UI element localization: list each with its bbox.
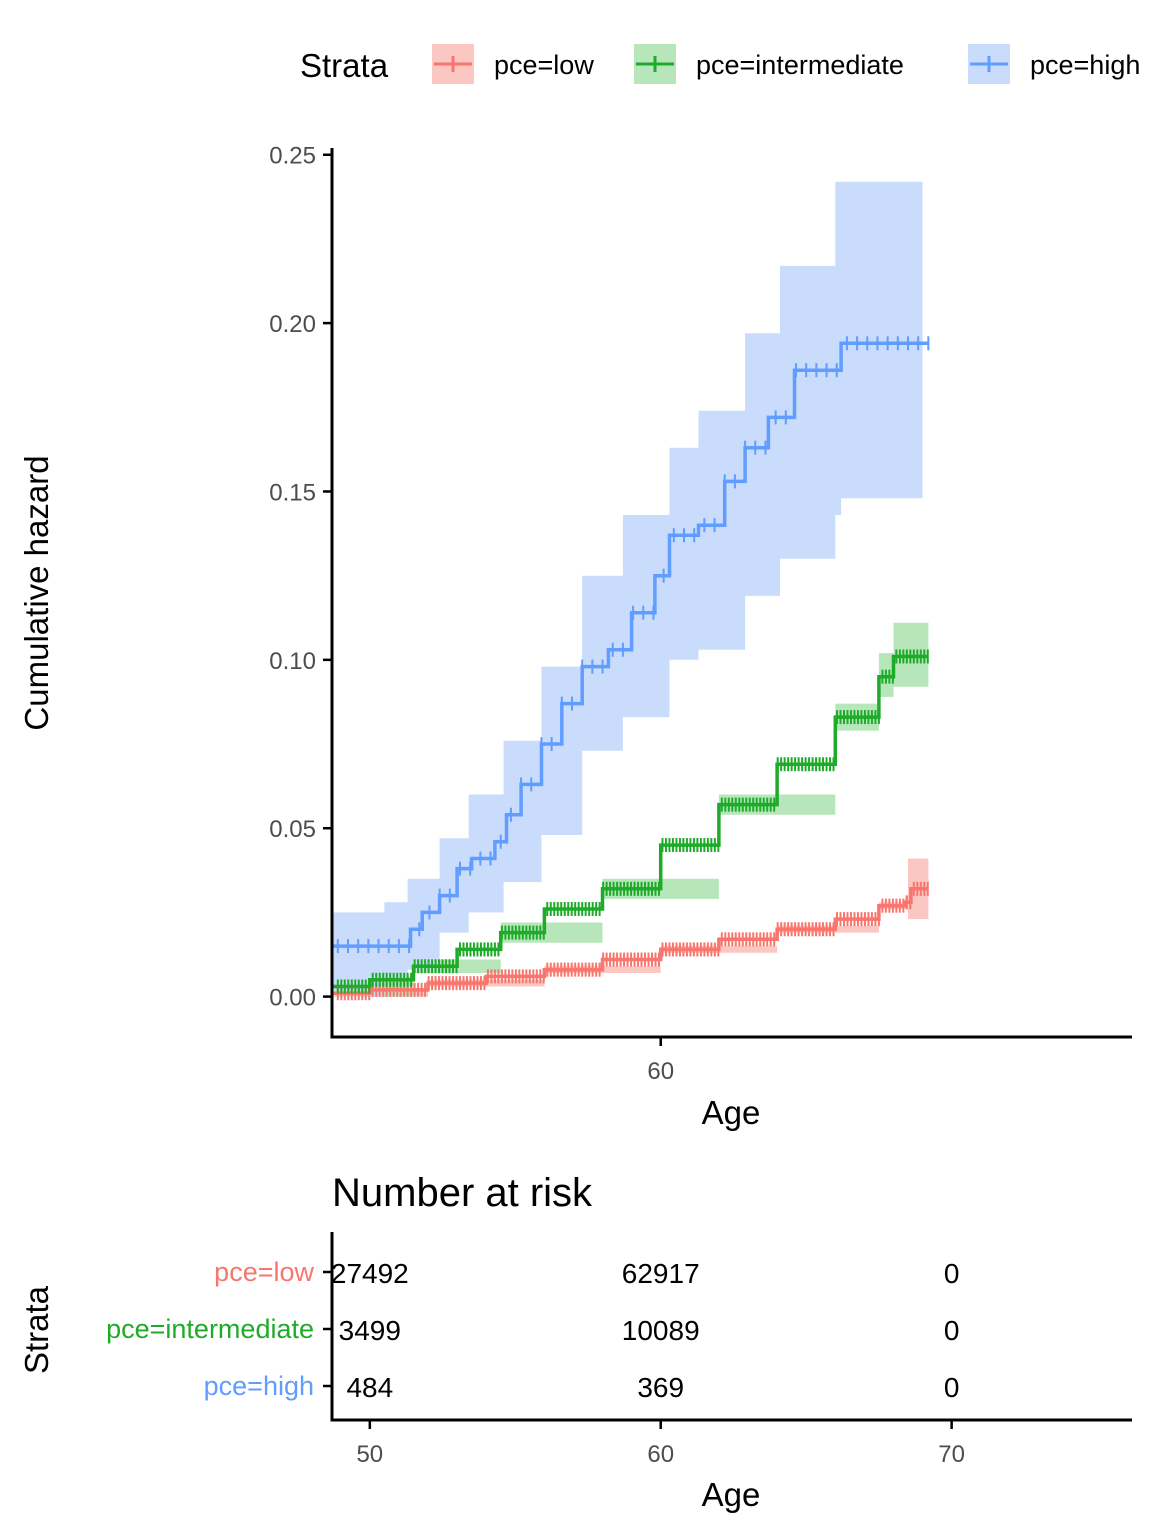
series-line (332, 341, 929, 948)
risk-count: 62917 (622, 1258, 700, 1289)
legend-item: pce=intermediate (634, 44, 904, 84)
risk-table-title: Number at risk (332, 1171, 593, 1215)
censor-marks (336, 336, 930, 1001)
risk-y-axis-title: Strata (18, 1285, 55, 1374)
risk-row: pce=high 484 369 0 (204, 1371, 960, 1403)
legend-items: pce=low pce=intermediate pce=high (432, 44, 1140, 84)
risk-x-axis-title: Age (702, 1476, 761, 1513)
y-tick-label: 0.05 (269, 816, 316, 843)
y-tick-label: 0.20 (269, 311, 316, 338)
risk-row-label: pce=intermediate (106, 1314, 314, 1344)
legend-label: pce=intermediate (696, 50, 904, 80)
risk-row-label: pce=low (214, 1257, 314, 1287)
risk-count: 27492 (331, 1258, 409, 1289)
legend-title: Strata (300, 47, 389, 84)
risk-x-axis-ticks: 50 60 70 (356, 1420, 965, 1468)
risk-count: 0 (944, 1372, 960, 1403)
risk-row: pce=low 27492 62917 0 (214, 1257, 959, 1289)
risk-count: 10089 (622, 1315, 700, 1346)
y-tick-label: 0.15 (269, 479, 316, 506)
legend-label: pce=high (1030, 50, 1140, 80)
y-tick-label: 0.00 (269, 985, 316, 1012)
risk-count: 369 (637, 1372, 684, 1403)
y-axis-ticks: 0.00 0.05 0.10 0.15 0.20 0.25 (269, 143, 332, 1012)
y-tick-label: 0.25 (269, 143, 316, 170)
confidence-band (332, 181, 923, 997)
risk-x-tick-label: 70 (938, 1441, 965, 1468)
legend: Strata pce=low pce=intermediate pce=high (300, 44, 1140, 84)
risk-table: Number at risk pce=low 27492 62917 0pce=int… (18, 1171, 1132, 1513)
x-axis-ticks: 60 (647, 1037, 674, 1085)
confidence-band (332, 622, 929, 997)
risk-count: 3499 (339, 1315, 401, 1346)
y-axis-title: Cumulative hazard (18, 455, 55, 730)
risk-row: pce=intermediate 3499 10089 0 (106, 1314, 959, 1346)
risk-count: 0 (944, 1315, 960, 1346)
x-axis-title: Age (702, 1094, 761, 1131)
hazard-plot: 0.00 0.05 0.10 0.15 0.20 0.25 60 Age Cumulati… (18, 143, 1132, 1131)
confidence-bands (332, 181, 929, 997)
risk-row-label: pce=high (204, 1371, 314, 1401)
legend-item: pce=low (432, 44, 594, 84)
legend-item: pce=high (968, 44, 1140, 84)
legend-label: pce=low (494, 50, 594, 80)
risk-x-tick-label: 60 (647, 1441, 674, 1468)
x-tick-label: 60 (647, 1058, 674, 1085)
risk-count: 0 (944, 1258, 960, 1289)
risk-count: 484 (346, 1372, 393, 1403)
risk-x-tick-label: 50 (356, 1441, 383, 1468)
y-tick-label: 0.10 (269, 648, 316, 675)
risk-table-rows: pce=low 27492 62917 0 pce=intermediate 3499 10… (106, 1257, 959, 1403)
